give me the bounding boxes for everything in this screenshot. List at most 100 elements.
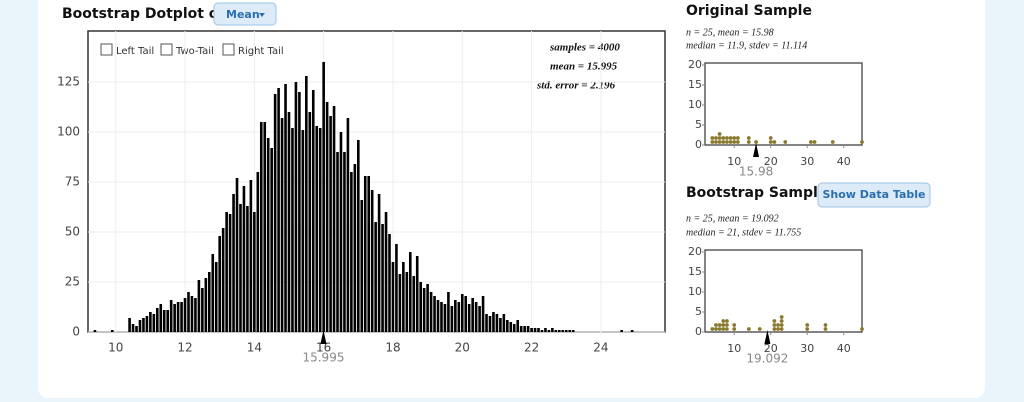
sample-stat: n = 25, mean = 15.98: [686, 27, 774, 38]
dot: [721, 319, 726, 323]
dot: [805, 327, 810, 331]
checkbox[interactable]: [100, 43, 113, 56]
dot-stack: [474, 302, 478, 332]
dot-stack: [235, 178, 239, 332]
dot: [830, 140, 835, 144]
x-tick-label: 12: [177, 341, 192, 355]
dot-stack: [533, 328, 537, 332]
marker: [764, 330, 771, 344]
dot-stack: [180, 302, 183, 332]
dot-stack: [214, 262, 218, 332]
dot-stack: [384, 212, 388, 332]
dot: [710, 140, 715, 144]
x-tick-label: 18: [385, 341, 400, 355]
checkbox[interactable]: [160, 43, 173, 56]
dot-stack: [318, 128, 322, 332]
dot-stack: [419, 282, 422, 332]
dot-stack: [630, 330, 634, 332]
checkbox-label[interactable]: Left Tail: [116, 46, 154, 57]
dot-stack: [506, 320, 509, 332]
dot-stack: [128, 318, 131, 332]
checkbox[interactable]: [222, 43, 235, 56]
dot-stack: [263, 122, 267, 332]
sample-stat: median = 11.9, stdev = 11.114: [686, 40, 807, 51]
x-tick-label: 40: [837, 155, 851, 168]
dot-stack: [443, 304, 447, 332]
dot-stack: [339, 132, 343, 332]
statistic-button-label[interactable]: Mean: [226, 8, 260, 21]
dot: [732, 327, 737, 331]
dot: [768, 136, 773, 140]
dot-stack: [135, 326, 138, 332]
dot-stack: [429, 292, 433, 332]
y-tick-label: 10: [688, 285, 702, 298]
dot-stack: [426, 284, 429, 332]
dot-stack: [370, 190, 374, 332]
dot-stack: [564, 330, 568, 332]
dot-stack: [363, 176, 367, 332]
y-tick-label: 125: [57, 75, 80, 89]
dot: [721, 140, 726, 144]
dot: [776, 323, 780, 327]
dot: [860, 327, 864, 331]
x-tick-label: 16: [316, 341, 331, 355]
show-table-button-label[interactable]: Show Data Table: [823, 188, 926, 201]
dot-stack: [346, 118, 350, 332]
dot-stack: [131, 324, 135, 332]
section-title: Bootstrap Sample: [686, 185, 827, 201]
dot-stack: [516, 320, 520, 332]
dot-stack: [388, 234, 391, 332]
checkbox-label[interactable]: Right Tail: [238, 46, 284, 57]
dot-stack: [360, 200, 364, 332]
dot: [732, 140, 737, 144]
dot: [710, 327, 715, 331]
dot-stack: [454, 300, 457, 332]
dot-stack: [467, 304, 471, 332]
show-table-button[interactable]: [817, 182, 931, 208]
dot-stack: [159, 304, 163, 332]
dot-stack: [322, 62, 325, 332]
dot-stack: [530, 328, 533, 332]
dot-stack: [211, 254, 215, 332]
dot-stack: [294, 82, 298, 332]
dot-stack: [183, 298, 187, 332]
dot-stack: [277, 88, 280, 332]
dot: [746, 140, 751, 144]
dot: [721, 136, 726, 140]
dot-stack: [298, 92, 301, 332]
dot-stack: [415, 256, 419, 332]
dot-stack: [301, 130, 305, 332]
dot-stack: [568, 330, 571, 332]
dot-stack: [492, 312, 495, 332]
dot-stack: [305, 76, 308, 332]
statistic-button[interactable]: [213, 2, 277, 26]
dot-stack: [256, 172, 260, 332]
marker: [753, 143, 760, 157]
dot: [754, 140, 759, 144]
dot-stack: [544, 328, 547, 332]
dot-stack: [204, 278, 208, 332]
y-tick-label: 20: [688, 58, 702, 71]
dot-stack: [447, 292, 450, 332]
y-tick-label: 0: [695, 325, 702, 338]
dot-stack: [464, 296, 468, 332]
x-tick-label: 22: [524, 341, 539, 355]
x-tick-label: 20: [764, 342, 778, 355]
dot-stack: [554, 330, 558, 332]
dot-stack: [408, 252, 412, 332]
checkbox-label[interactable]: Two-Tail: [175, 46, 214, 57]
dot-stack: [201, 288, 204, 332]
x-tick-label: 20: [764, 155, 778, 168]
y-tick-label: 15: [688, 265, 702, 278]
dot-stack: [478, 306, 481, 332]
section-title: Original Sample: [686, 3, 812, 19]
x-tick-label: 10: [727, 155, 741, 168]
main-stat: std. error = 2.196: [536, 80, 616, 92]
plot-frame: [704, 249, 863, 333]
dot-stack: [374, 222, 377, 332]
dot: [725, 136, 729, 140]
dot-stack: [332, 106, 336, 332]
marker-label: 15.995: [302, 351, 344, 365]
dot-stack: [502, 314, 506, 332]
